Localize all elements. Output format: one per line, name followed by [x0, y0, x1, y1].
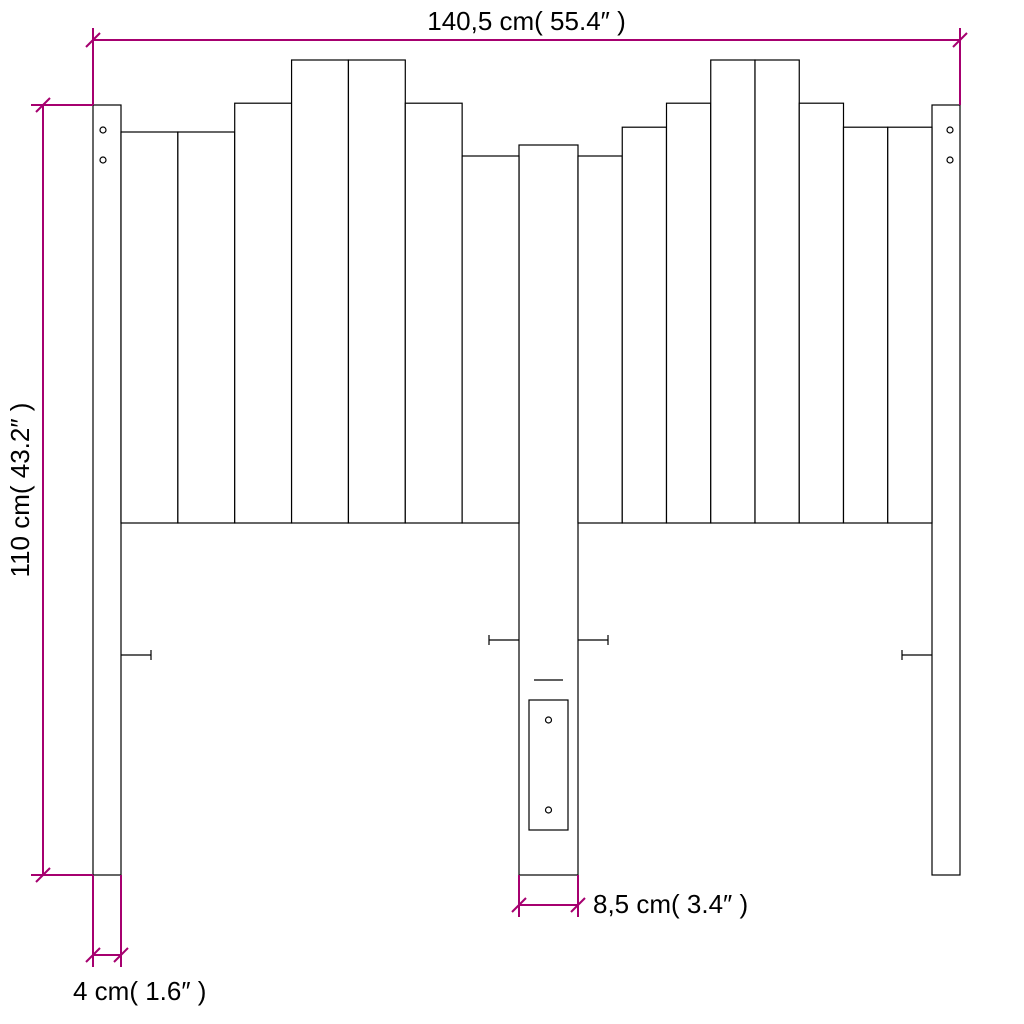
dim-height-label: 110 cm( 43.2″ )	[5, 403, 35, 578]
dim-centerleg-label: 8,5 cm( 3.4″ )	[593, 889, 748, 919]
dim-depth-label: 4 cm( 1.6″ )	[73, 976, 206, 1006]
dim-width-label: 140,5 cm( 55.4″ )	[427, 6, 626, 36]
